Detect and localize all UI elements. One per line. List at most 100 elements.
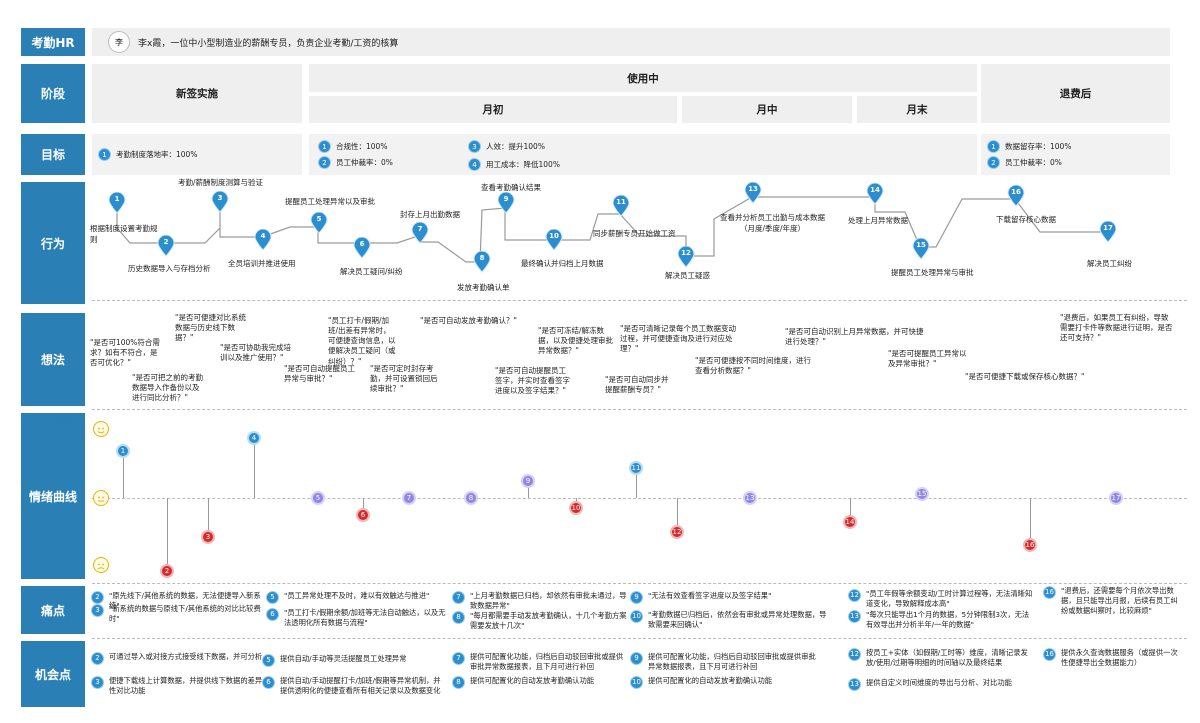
thought-6: "员工打卡/假期/加班/出差有异常时，可便捷查询信息，以便解决员工疑问（或纠纷）… bbox=[328, 316, 396, 366]
action-pin-8: 8 bbox=[473, 250, 491, 273]
opportunity-header: 机会点 bbox=[21, 641, 85, 707]
action-label-1: 根据制度设置考勤规则 bbox=[90, 224, 158, 244]
emotion-point-16: 16 bbox=[1023, 538, 1037, 553]
emotion-stem bbox=[208, 498, 209, 537]
thought-13: "是否可便捷按不同时间维度，进行查看分析数据？" bbox=[695, 356, 811, 376]
action-label-10: 最终确认并归档上月数据 bbox=[521, 259, 604, 268]
goal-item: 1 合规性：100% bbox=[318, 140, 387, 153]
pain-item-7: 7 "上月考勤数据已归档，却依然有审批未通过，导致数据异常" bbox=[452, 591, 628, 611]
divider bbox=[92, 409, 1187, 410]
opportunity-item-3: 3 便捷下载线上计算数据，并提供线下数据的差异性对比功能 bbox=[91, 676, 266, 696]
goal-item: 2 员工仲裁率：0% bbox=[318, 156, 393, 169]
goal-item: 2 员工仲裁率：0% bbox=[987, 156, 1062, 169]
goal-item: 1 数据留存率：100% bbox=[987, 140, 1071, 153]
emotion-point-5: 5 bbox=[311, 491, 325, 505]
emotion-stem bbox=[850, 498, 851, 523]
emotion-low-label: 非常不爽 bbox=[48, 563, 78, 572]
pain-item-3: 3 "新系统的数据与原线下/其他系统的对比比较费时" bbox=[91, 604, 266, 624]
neutral-face-icon bbox=[93, 490, 109, 506]
emotion-point-11: 11 bbox=[629, 460, 643, 475]
opportunity-item-13: 13 提供自定义时间维度的导出与分析、对比功能 bbox=[848, 678, 1034, 691]
emotion-stem bbox=[677, 498, 678, 533]
emotion-point-2: 2 bbox=[160, 564, 174, 579]
emotion-point-6: 6 bbox=[356, 508, 370, 523]
action-pin-12: 12 bbox=[677, 245, 695, 268]
emotion-point-17: 17 bbox=[1109, 491, 1123, 505]
emotion-header: 情绪曲线 bbox=[21, 413, 85, 579]
thought-14: "是否可自动识别上月异常数据，并可快捷进行处理？" bbox=[785, 327, 924, 347]
action-pin-7: 7 bbox=[411, 221, 429, 244]
action-pin-9: 9 bbox=[497, 191, 515, 214]
action-label-13: 查看并分析员工出勤与成本数据（月度/季度/年度） bbox=[720, 213, 825, 233]
emotion-point-4: 4 bbox=[247, 430, 261, 445]
action-pin-13: 13 bbox=[744, 181, 762, 204]
thought-header: 想法 bbox=[21, 313, 85, 406]
action-pin-10: 10 bbox=[545, 228, 563, 251]
divider bbox=[92, 638, 1187, 639]
thought-9: "是否可自动提醒员工签字，并实时查看签字进度以及签字结果？" bbox=[495, 366, 570, 396]
goal-item: 4 用工成本：降低100% bbox=[468, 158, 560, 171]
stage-new-signing: 新签实施 bbox=[92, 64, 302, 123]
opportunity-item-8: 8 提供可配置化的自动发放考勤确认功能 bbox=[452, 676, 628, 689]
persona-bar: 李 李x霞，一位中小型制造业的薪酬专员，负责企业考勤/工资的核算 bbox=[92, 28, 1170, 56]
pain-item-12: 12 "员工年假等余额变动/工时计算过程等，无法清晰知道变化，导致解释成本高" bbox=[848, 589, 1034, 609]
pain-item-5: 5 "员工异常处理不及时，难以有效触达与推进" bbox=[266, 591, 451, 604]
opportunity-item-12: 12 按员工+实体（如假期/工时等）维度，清晰记录发放/使用/过期等明细的时间轴以… bbox=[848, 648, 1034, 668]
pain-item-13: 13 "每次只能导出1个月的数据，5分钟限制3次，无法有效导出并分析半年/一年的数… bbox=[848, 610, 1034, 630]
pain-item-2: 2 "原先线下/其他系统的数据，无法便捷导入新系统" bbox=[91, 591, 261, 611]
thought-10: "是否可冻结/解冻数据，以及便捷处理审批异常数据？" bbox=[538, 326, 613, 356]
pain-header: 痛点 bbox=[21, 586, 85, 634]
emotion-stem bbox=[636, 467, 637, 498]
action-pin-4: 4 bbox=[254, 228, 272, 251]
avatar: 李 bbox=[108, 31, 130, 53]
persona-description: 李x霞，一位中小型制造业的薪酬专员，负责企业考勤/工资的核算 bbox=[138, 38, 399, 49]
thought-8: "是否可自动发放考勤确认？" bbox=[420, 316, 517, 325]
action-label-4: 全员培训并推进使用 bbox=[228, 259, 296, 268]
emotion-stem bbox=[123, 450, 124, 498]
opportunity-item-10: 10 提供可配置化的自动发放考勤确认功能 bbox=[630, 676, 820, 689]
action-label-14: 处理上月异常数据 bbox=[848, 216, 908, 225]
thought-17: "退费后，如果员工有纠纷，导致需要打卡件等数据进行证明，是否还可支持？" bbox=[1060, 313, 1173, 343]
thought-4: "是否可协助我完成培训以及推广使用？" bbox=[220, 343, 291, 363]
action-label-16: 下载留存核心数据 bbox=[996, 215, 1056, 224]
goal-header: 目标 bbox=[21, 134, 85, 175]
emotion-stem bbox=[1030, 498, 1031, 546]
emotion-stem bbox=[363, 498, 364, 516]
action-label-15: 提醒员工处理异常与审批 bbox=[891, 268, 974, 277]
thought-15: "是否可提醒员工异常以及异常审批？" bbox=[888, 349, 967, 369]
action-pin-16: 16 bbox=[1007, 184, 1025, 207]
thought-7: "是否可定时封存考勤，并可设置锁回后续审批？" bbox=[370, 364, 438, 394]
action-pin-5: 5 bbox=[310, 211, 328, 234]
action-label-7: 封存上月出勤数据 bbox=[400, 210, 460, 219]
action-pin-17: 17 bbox=[1099, 220, 1117, 243]
action-label-12: 解决员工疑惑 bbox=[665, 271, 710, 280]
emotion-point-15: 15 bbox=[915, 486, 929, 501]
emotion-point-9: 9 bbox=[521, 473, 535, 488]
emotion-point-14: 14 bbox=[843, 515, 857, 530]
action-label-17: 解决员工纠纷 bbox=[1087, 259, 1132, 268]
pain-item-16: 16 "退费后，还需要每个月依次导出数据，且只能导出月报，后续有员工纠纷或数据纠察… bbox=[1043, 586, 1183, 616]
emotion-stem bbox=[167, 498, 168, 572]
pain-item-10: 10 "考勤数据已归档后，依然会有审批或异常处理数据，导致需要来回确认" bbox=[630, 610, 830, 630]
pain-item-8: 8 "每月都需要手动发放考勤确认，十几个考勤方案需要发放十几次" bbox=[452, 611, 628, 631]
action-label-2: 历史数据导入与存档分析 bbox=[128, 264, 211, 273]
emotion-point-1: 1 bbox=[116, 443, 130, 458]
goal-cell-1 bbox=[92, 134, 302, 175]
emotion-point-3: 3 bbox=[201, 529, 215, 544]
action-pin-2: 2 bbox=[157, 234, 175, 257]
divider bbox=[92, 300, 1187, 301]
thought-11: "是否可自动同步并提醒薪酬专员？" bbox=[605, 375, 669, 395]
goal-cell-2 bbox=[309, 134, 977, 175]
divider bbox=[92, 498, 1187, 499]
thought-12: "是否可清晰记录每个员工数据变动过程，并可便捷查询及进行对应处理？" bbox=[620, 324, 736, 354]
action-header: 行为 bbox=[21, 182, 85, 304]
stage-in-use: 使用中 bbox=[309, 64, 977, 92]
stage-month-start: 月初 bbox=[309, 96, 677, 123]
opportunity-item-6: 6 提供自动/手动提醒打卡/加班/假期等异常机制，并提供透明化的便捷查看所有相关记… bbox=[262, 676, 447, 696]
action-label-9: 查看考勤确认结果 bbox=[481, 183, 541, 192]
action-label-6: 解决员工疑问/纠纷 bbox=[340, 267, 403, 276]
action-label-3: 考勤/薪酬制度测算与验证 bbox=[178, 178, 264, 187]
stage-after-refund: 退费后 bbox=[981, 64, 1170, 123]
goal-cell-3 bbox=[981, 134, 1170, 175]
stage-month-end: 月末 bbox=[857, 96, 977, 123]
